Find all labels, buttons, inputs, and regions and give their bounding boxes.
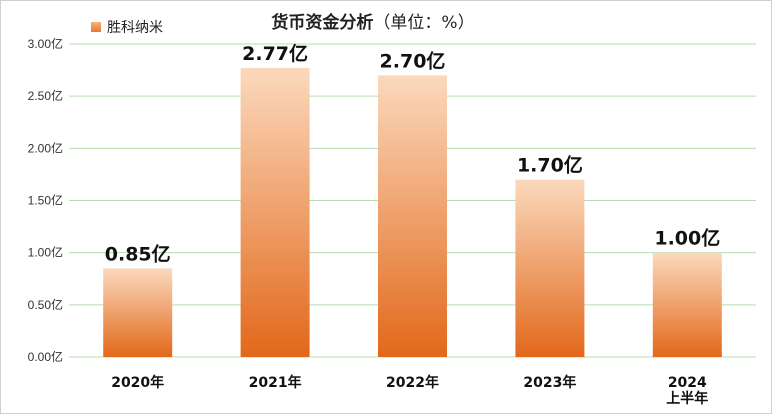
chart-title: 货币资金分析（单位：%） <box>271 12 474 33</box>
y-axis: 0.00亿 0.50亿 1.00亿 1.50亿 2.00亿 2.50亿 3.00亿 <box>28 36 63 364</box>
y-tick-label: 1.50亿 <box>28 193 63 208</box>
data-labels: 0.85亿 2.77亿 2.70亿 1.70亿 1.00亿 <box>105 42 720 265</box>
y-tick-label: 2.00亿 <box>28 140 63 155</box>
legend-marker <box>91 22 101 32</box>
x-tick-label: 2021年 <box>249 374 302 391</box>
x-tick-label: 2020年 <box>111 374 164 391</box>
data-label: 1.70亿 <box>517 154 583 177</box>
y-tick-label: 0.50亿 <box>28 297 63 312</box>
x-axis: 2020年 2021年 2022年 2023年 2024 上半年 <box>111 374 708 407</box>
data-label: 2.70亿 <box>380 49 446 72</box>
bar <box>652 252 722 357</box>
data-label: 0.85亿 <box>105 242 171 265</box>
x-tick-label: 2023年 <box>523 374 576 391</box>
y-tick-label: 2.50亿 <box>28 88 63 103</box>
chart-title-unit: （单位：%） <box>373 13 474 33</box>
bar <box>103 268 173 357</box>
bar <box>378 75 447 358</box>
legend-label: 胜科纳米 <box>107 20 163 36</box>
data-label: 2.77亿 <box>242 42 308 65</box>
y-tick-label: 1.00亿 <box>28 245 63 260</box>
data-label: 1.00亿 <box>654 227 720 250</box>
bar <box>515 179 585 357</box>
x-tick-label: 2022年 <box>386 374 439 391</box>
bars <box>103 67 722 358</box>
y-tick-label: 0.00亿 <box>28 349 63 364</box>
legend: 胜科纳米 <box>91 20 163 36</box>
y-tick-label: 3.00亿 <box>28 36 63 51</box>
x-tick-label: 2024 上半年 <box>666 375 708 407</box>
chart-title-main: 货币资金分析 <box>271 12 373 33</box>
bar <box>240 67 310 357</box>
